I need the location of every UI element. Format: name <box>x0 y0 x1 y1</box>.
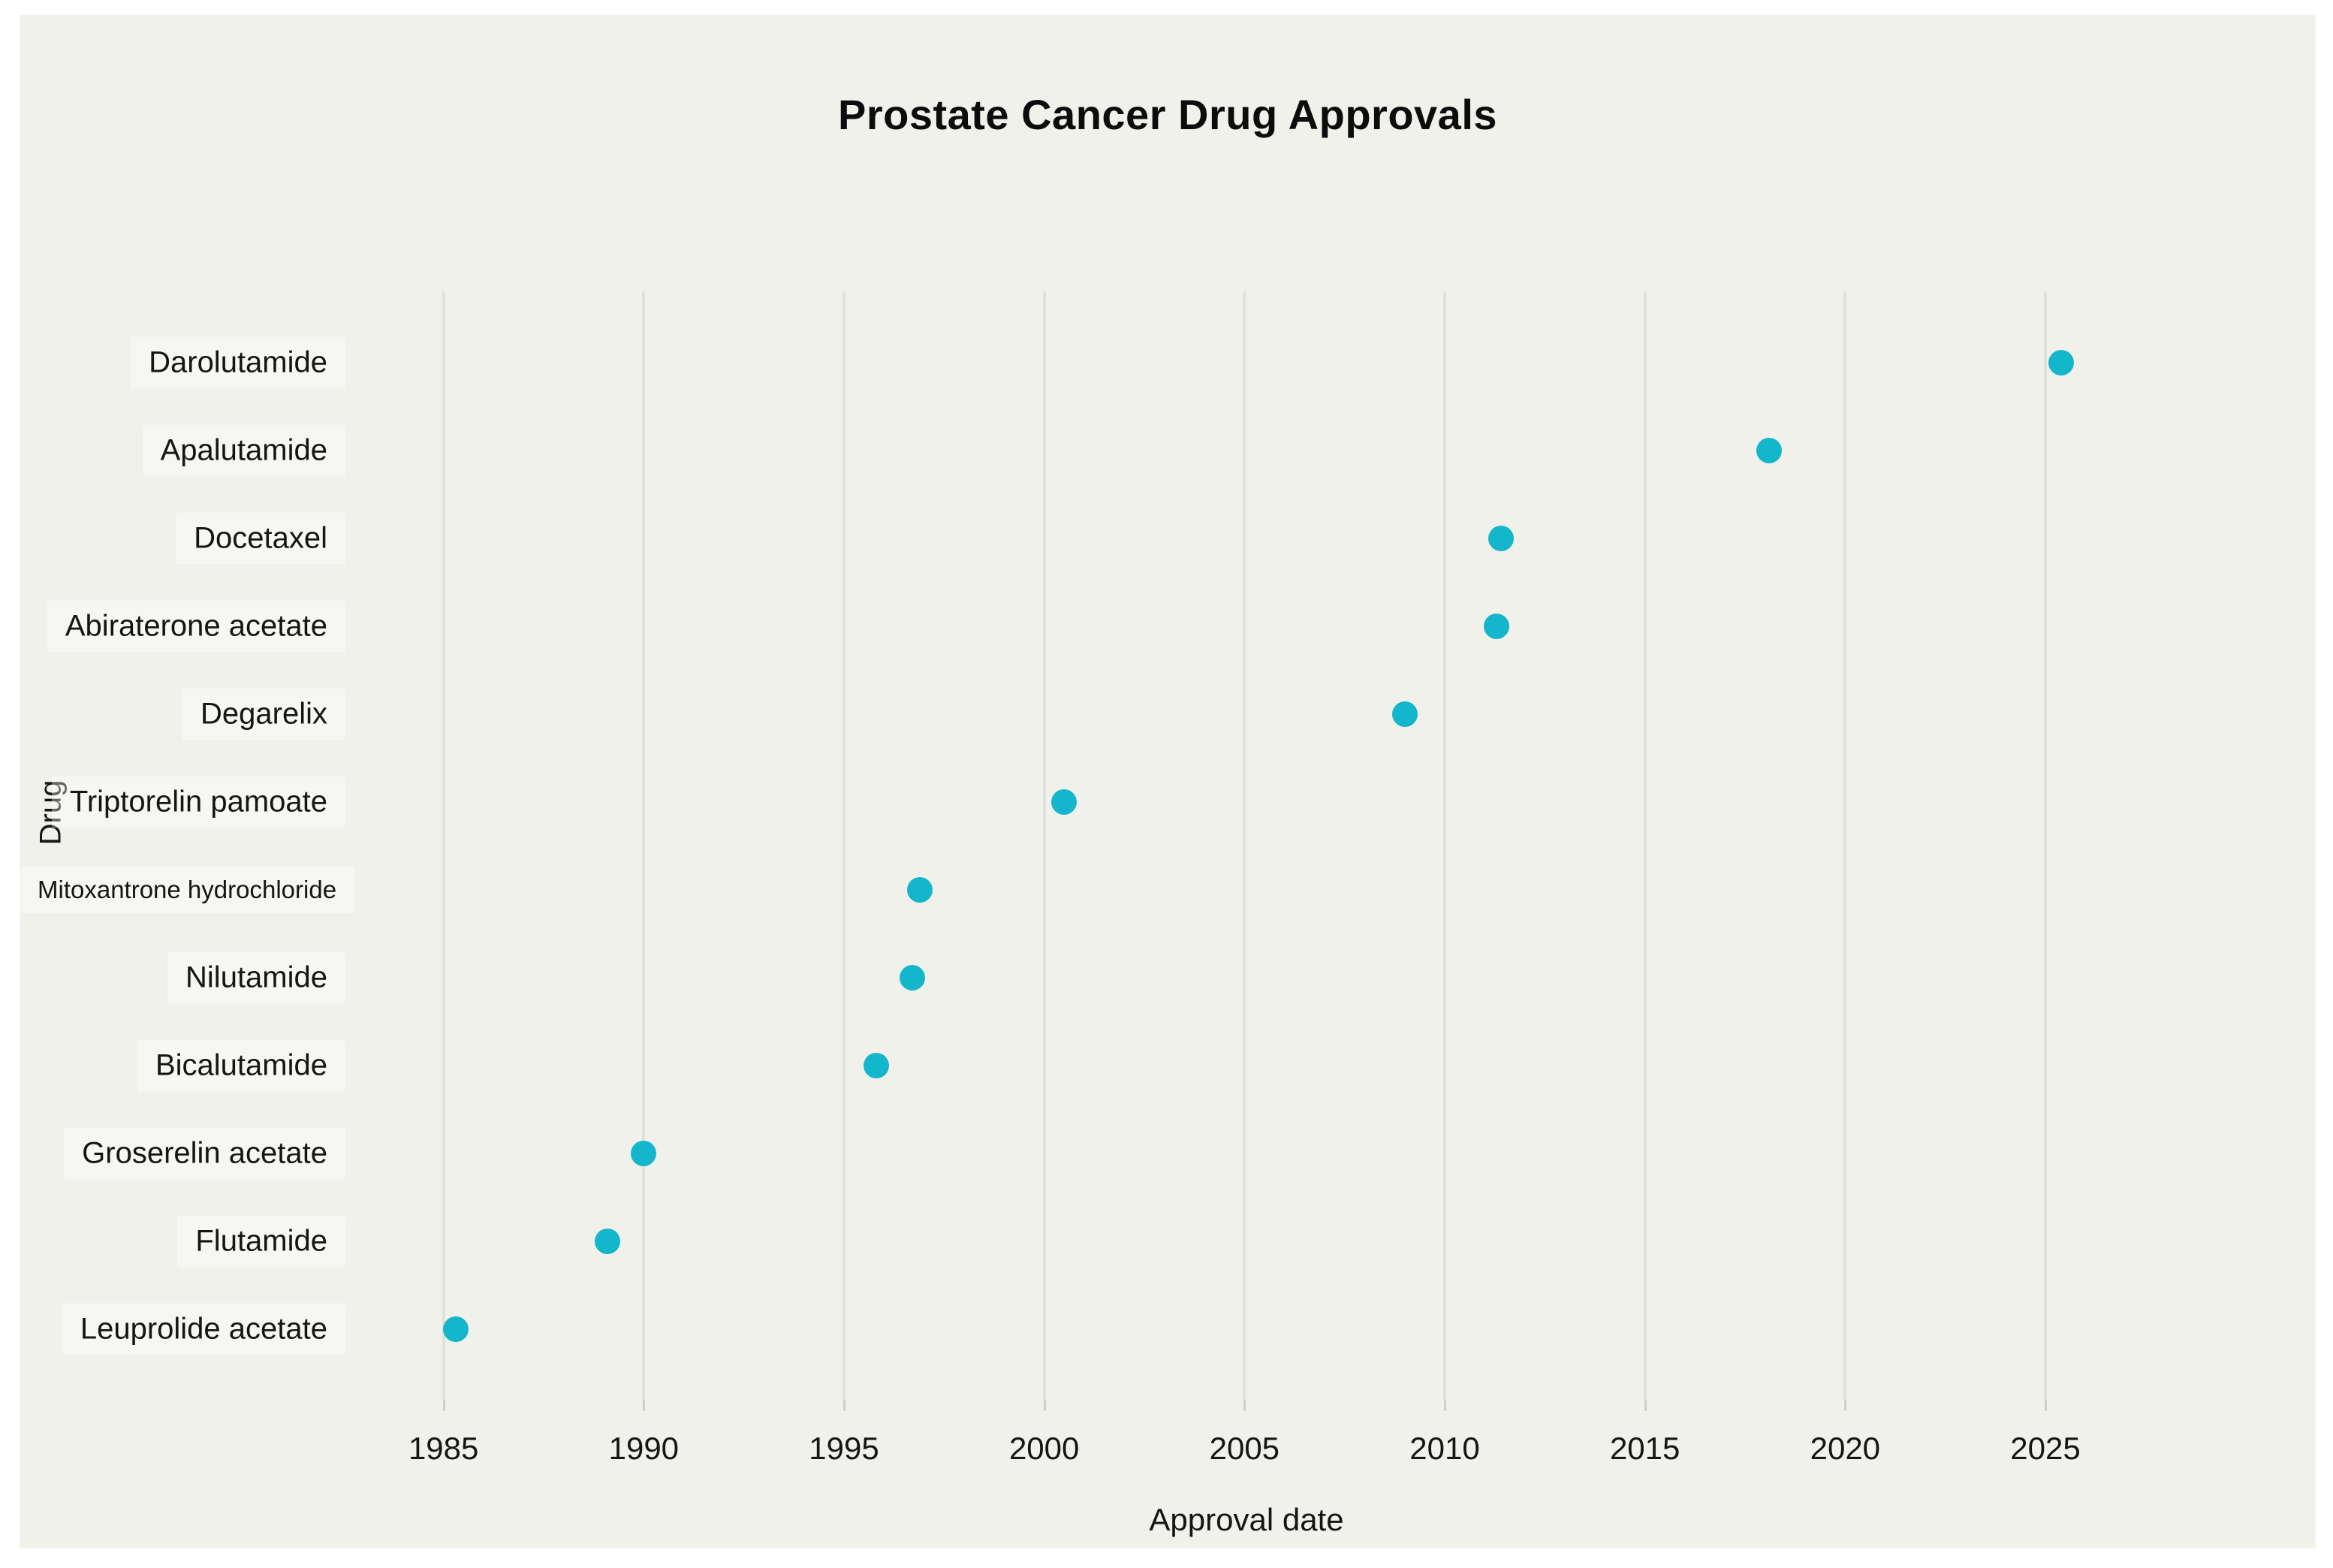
x-tick-mark-2000 <box>1043 1401 1046 1411</box>
y-axis-label-text: Darolutamide <box>131 336 345 389</box>
x-tick-mark-2025 <box>2045 1401 2047 1411</box>
data-point-groserelin-acetate <box>631 1141 657 1167</box>
data-point-abiraterone-acetate <box>1484 613 1510 639</box>
x-tick-mark-2015 <box>1644 1401 1647 1411</box>
x-tick-label-2010: 2010 <box>1409 1431 1480 1466</box>
gridline-2000 <box>1042 291 1046 1401</box>
y-axis-label-darolutamide: Darolutamide <box>20 336 345 389</box>
data-point-nilutamide <box>899 965 925 991</box>
gridline-2005 <box>1243 291 1246 1401</box>
y-axis-label-text: Docetaxel <box>176 512 345 565</box>
x-tick-mark-1985 <box>442 1401 445 1411</box>
chart-figure: Prostate Cancer Drug Approvals Approval … <box>20 15 2316 1548</box>
data-point-leuprolide-acetate <box>442 1316 469 1343</box>
x-tick-label-2025: 2025 <box>2010 1431 2081 1466</box>
gridline-2020 <box>1843 291 1847 1401</box>
y-axis-label-text: Abiraterone acetate <box>47 600 345 653</box>
data-point-bicalutamide <box>863 1053 889 1079</box>
y-axis-label-text: Degarelix <box>182 688 345 740</box>
gridline-2015 <box>1643 291 1647 1401</box>
y-axis-label-mitoxantrone-hydrochloride: Mitoxantrone hydrochloride <box>20 867 355 914</box>
gridline-1995 <box>842 291 845 1401</box>
gridline-2025 <box>2044 291 2047 1401</box>
x-tick-mark-2005 <box>1243 1401 1246 1411</box>
gridline-2010 <box>1443 291 1446 1401</box>
y-axis-label-bicalutamide: Bicalutamide <box>20 1039 345 1092</box>
x-tick-label-2020: 2020 <box>1810 1431 1881 1466</box>
y-axis-label-groserelin-acetate: Groserelin acetate <box>20 1127 345 1180</box>
x-tick-label-1995: 1995 <box>809 1431 879 1466</box>
y-axis-label-nilutamide: Nilutamide <box>20 951 345 1004</box>
y-axis-label-text: Bicalutamide <box>137 1039 345 1092</box>
data-point-darolutamide <box>2048 349 2075 375</box>
x-tick-label-1985: 1985 <box>408 1431 479 1466</box>
data-point-flutamide <box>595 1229 621 1255</box>
plot-area <box>375 291 2117 1401</box>
data-point-docetaxel <box>1488 525 1514 551</box>
x-tick-label-1990: 1990 <box>608 1431 680 1466</box>
x-tick-label-2015: 2015 <box>1609 1431 1680 1466</box>
x-axis-title: Approval date <box>1149 1502 1344 1537</box>
y-axis-label-text: Groserelin acetate <box>64 1127 345 1180</box>
y-axis-label-apalutamide: Apalutamide <box>20 424 345 477</box>
y-axis-label-text: Triptorelin pamoate <box>51 776 345 828</box>
x-tick-mark-2010 <box>1444 1401 1446 1411</box>
y-axis-label-flutamide: Flutamide <box>20 1215 345 1268</box>
data-point-mitoxantrone-hydrochloride <box>907 877 933 903</box>
data-point-apalutamide <box>1756 437 1782 463</box>
y-axis-label-text: Mitoxantrone hydrochloride <box>20 867 355 914</box>
x-tick-mark-1990 <box>643 1401 646 1411</box>
chart-title: Prostate Cancer Drug Approvals <box>837 91 1498 138</box>
x-tick-mark-1995 <box>843 1401 845 1411</box>
y-axis-label-text: Apalutamide <box>142 424 345 477</box>
x-tick-label-2000: 2000 <box>1008 1431 1080 1466</box>
y-axis-label-leuprolide-acetate: Leuprolide acetate <box>20 1303 345 1355</box>
y-axis-label-triptorelin-pamoate: Triptorelin pamoate <box>20 776 345 828</box>
data-point-degarelix <box>1391 701 1418 727</box>
y-axis-label-text: Nilutamide <box>167 951 345 1004</box>
y-axis-label-abiraterone-acetate: Abiraterone acetate <box>20 600 345 653</box>
x-tick-mark-2020 <box>1844 1401 1847 1411</box>
x-tick-label-2005: 2005 <box>1209 1431 1280 1466</box>
y-axis-label-degarelix: Degarelix <box>20 688 345 740</box>
y-axis-label-text: Flutamide <box>177 1215 345 1268</box>
gridline-1985 <box>442 291 445 1401</box>
y-axis-label-docetaxel: Docetaxel <box>20 512 345 565</box>
gridline-1990 <box>642 291 646 1401</box>
data-point-triptorelin-pamoate <box>1051 789 1078 815</box>
y-axis-label-text: Leuprolide acetate <box>62 1303 345 1355</box>
